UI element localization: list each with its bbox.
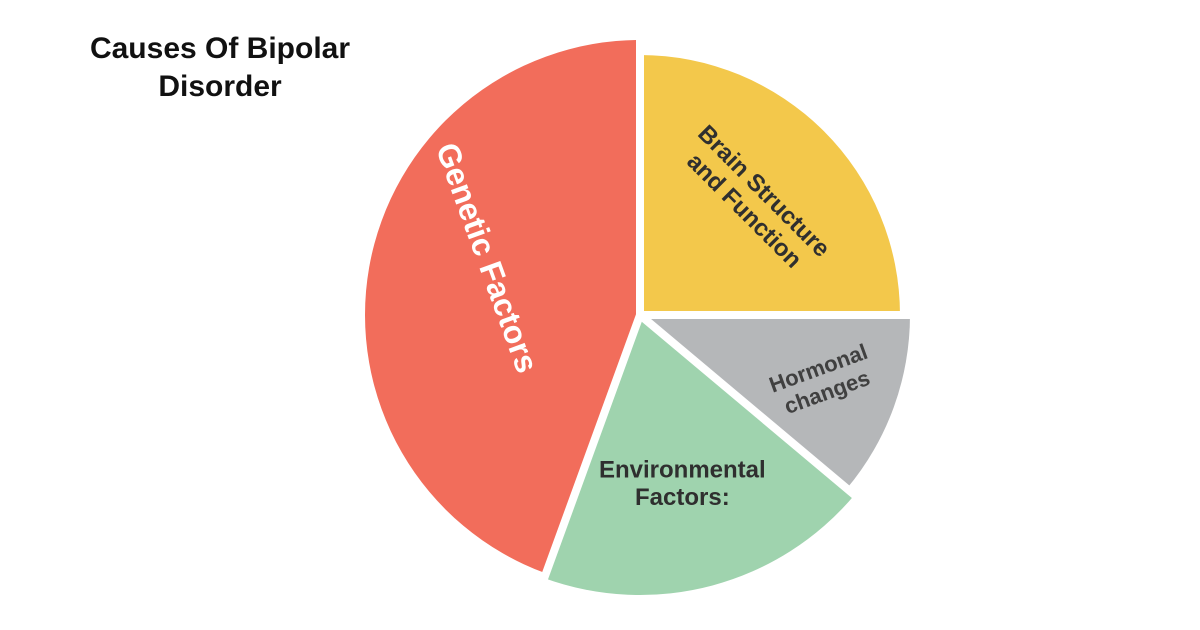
page-title: Causes Of Bipolar Disorder [60, 30, 380, 105]
title-line-2: Disorder [158, 70, 281, 103]
pie-chart: Brain Structureand FunctionHormonalchang… [340, 15, 940, 615]
title-line-1: Causes Of Bipolar [90, 32, 350, 65]
